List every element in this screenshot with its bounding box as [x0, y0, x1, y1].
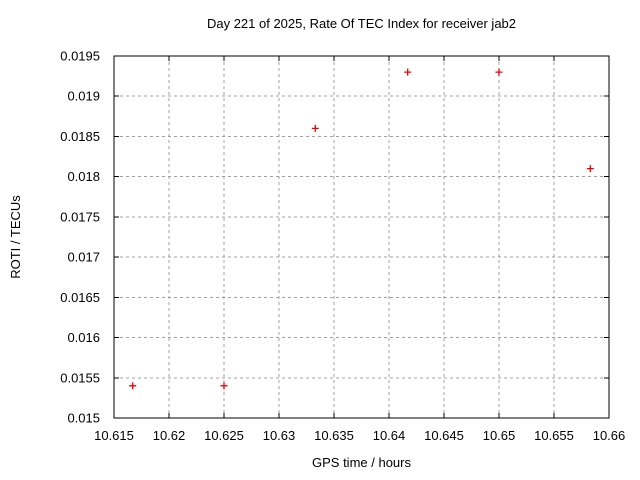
x-tick-label: 10.66: [593, 428, 626, 443]
data-point-marker: [220, 382, 228, 390]
x-tick-label: 10.645: [424, 428, 464, 443]
x-tick-label: 10.625: [204, 428, 244, 443]
x-tick-label: 10.63: [263, 428, 296, 443]
y-tick-label: 0.0185: [60, 129, 100, 144]
x-tick-label: 10.635: [314, 428, 354, 443]
x-tick-label: 10.64: [373, 428, 406, 443]
chart-title: Day 221 of 2025, Rate Of TEC Index for r…: [206, 16, 517, 31]
y-tick-label: 0.0175: [60, 209, 100, 224]
data-point-marker: [495, 68, 503, 76]
y-tick-label: 0.019: [67, 89, 100, 104]
y-tick-label: 0.0155: [60, 370, 100, 385]
x-tick-label: 10.615: [94, 428, 134, 443]
x-tick-label: 10.655: [534, 428, 574, 443]
y-tick-label: 0.0165: [60, 290, 100, 305]
plot-border: [113, 55, 610, 419]
y-tick-label: 0.015: [67, 411, 100, 426]
data-point-marker: [404, 68, 412, 76]
data-point-marker: [311, 124, 319, 132]
y-tick-label: 0.018: [67, 169, 100, 184]
y-tick-label: 0.016: [67, 330, 100, 345]
x-axis-label: GPS time / hours: [312, 455, 411, 470]
data-point-marker: [586, 165, 594, 173]
data-point-marker: [129, 382, 137, 390]
x-tick-label: 10.65: [483, 428, 516, 443]
x-tick-label: 10.62: [153, 428, 186, 443]
y-tick-label: 0.0195: [60, 49, 100, 64]
y-tick-label: 0.017: [67, 250, 100, 265]
